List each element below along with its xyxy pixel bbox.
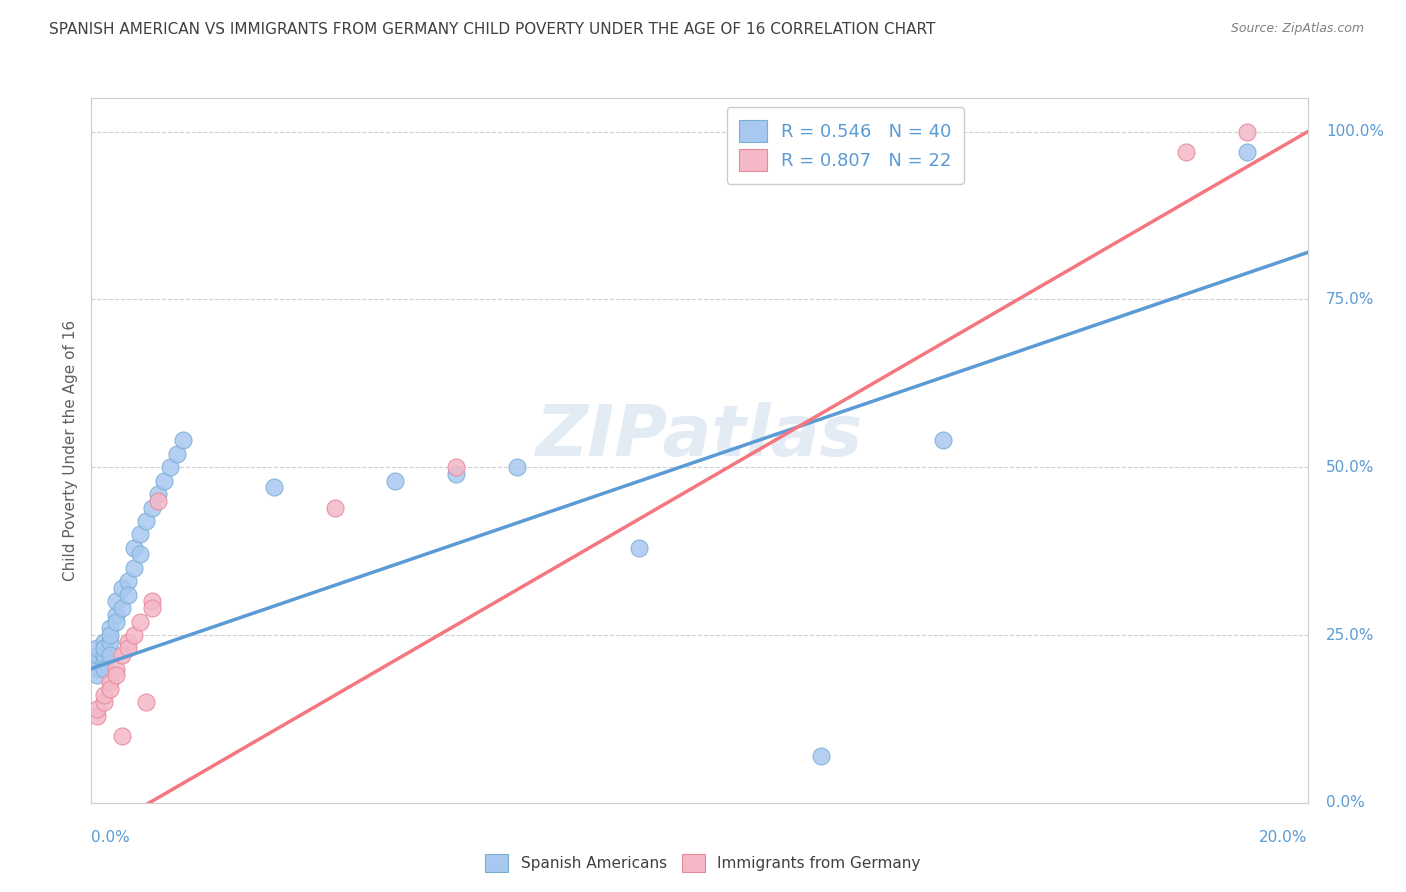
Point [122, 541, 145, 555]
Point [135, 514, 157, 528]
Point [627, 541, 650, 555]
Point [111, 729, 134, 743]
Point [111, 601, 134, 615]
Point [117, 574, 139, 589]
Point [931, 434, 953, 448]
Point [129, 615, 152, 629]
Point [141, 594, 163, 608]
Point [86, 655, 108, 669]
Point [159, 460, 181, 475]
Point [93, 662, 115, 676]
Point [1236, 125, 1258, 139]
Text: 100.0%: 100.0% [1326, 124, 1384, 139]
Point [506, 460, 529, 475]
Text: Source: ZipAtlas.com: Source: ZipAtlas.com [1230, 22, 1364, 36]
Point [444, 460, 467, 475]
Point [98, 681, 121, 696]
Point [166, 447, 188, 461]
Point [104, 594, 127, 608]
Point [148, 487, 170, 501]
Point [86, 648, 108, 662]
Point [129, 527, 152, 541]
Point [122, 628, 145, 642]
Point [263, 480, 285, 494]
Point [153, 474, 176, 488]
Text: 0.0%: 0.0% [91, 830, 131, 845]
Point [98, 628, 121, 642]
Point [93, 641, 115, 656]
Point [117, 588, 139, 602]
Point [98, 634, 121, 648]
Point [141, 601, 163, 615]
Text: 0.0%: 0.0% [1326, 796, 1365, 810]
Point [86, 641, 108, 656]
Point [98, 621, 121, 635]
Point [444, 467, 467, 481]
Point [122, 561, 145, 575]
Point [93, 655, 115, 669]
Point [86, 662, 108, 676]
Y-axis label: Child Poverty Under the Age of 16: Child Poverty Under the Age of 16 [62, 320, 77, 581]
Point [111, 581, 134, 595]
Point [104, 615, 127, 629]
Point [323, 500, 346, 515]
Point [384, 474, 406, 488]
Point [141, 500, 163, 515]
Point [93, 689, 115, 703]
Text: ZIPatlas: ZIPatlas [536, 402, 863, 471]
Text: 75.0%: 75.0% [1326, 292, 1374, 307]
Point [129, 548, 152, 562]
Point [1236, 145, 1258, 159]
Point [93, 634, 115, 648]
Text: 20.0%: 20.0% [1260, 830, 1308, 845]
Point [93, 695, 115, 709]
Text: SPANISH AMERICAN VS IMMIGRANTS FROM GERMANY CHILD POVERTY UNDER THE AGE OF 16 CO: SPANISH AMERICAN VS IMMIGRANTS FROM GERM… [49, 22, 935, 37]
Point [93, 648, 115, 662]
Point [111, 648, 134, 662]
Point [86, 702, 108, 716]
Text: 25.0%: 25.0% [1326, 627, 1374, 642]
Point [104, 662, 127, 676]
Point [172, 434, 194, 448]
Legend: R = 0.546   N = 40, R = 0.807   N = 22: R = 0.546 N = 40, R = 0.807 N = 22 [727, 107, 965, 184]
Point [117, 634, 139, 648]
Point [148, 493, 170, 508]
Point [86, 708, 108, 723]
Point [1174, 145, 1197, 159]
Point [810, 748, 832, 763]
Point [117, 641, 139, 656]
Point [86, 668, 108, 682]
Legend: Spanish Americans, Immigrants from Germany: Spanish Americans, Immigrants from Germa… [478, 846, 928, 880]
Point [104, 668, 127, 682]
Point [104, 607, 127, 622]
Text: 50.0%: 50.0% [1326, 459, 1374, 475]
Point [98, 675, 121, 690]
Point [135, 695, 157, 709]
Point [98, 648, 121, 662]
